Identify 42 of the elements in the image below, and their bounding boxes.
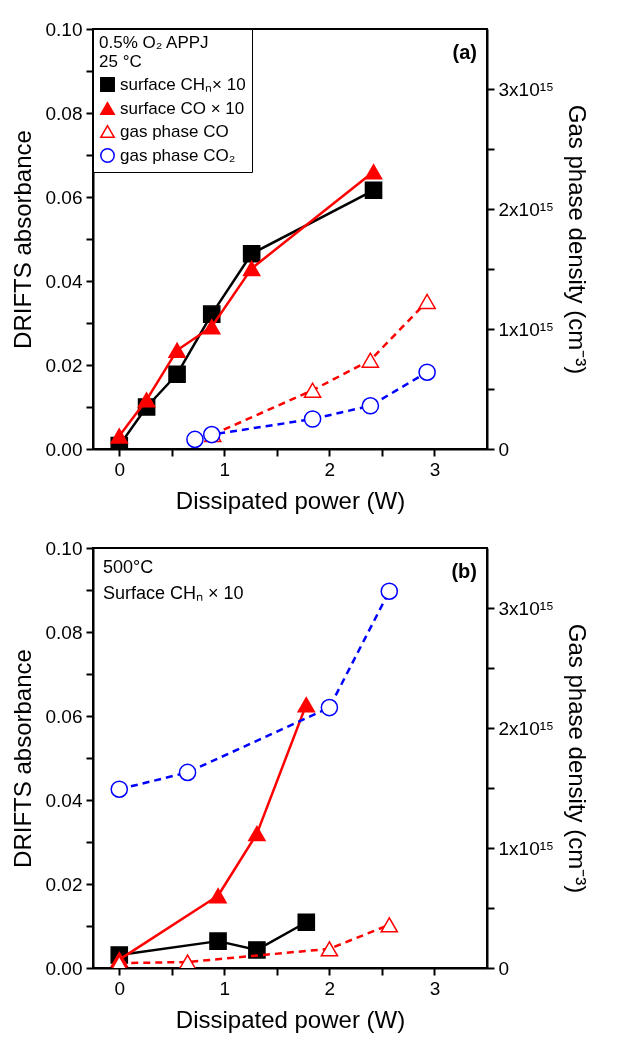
y-tick-label: 0.04 [45, 789, 83, 811]
x-tick-label: 0 [114, 458, 126, 480]
y-tick-label: 0.00 [45, 438, 83, 460]
y2-tick-label: 2x10¹⁵ [498, 717, 554, 739]
x-tick-label: 1 [219, 977, 231, 999]
y-tick-label: 0.10 [45, 537, 83, 559]
y2-tick-label: 3x10¹⁵ [498, 78, 554, 100]
y-axis-title: DRIFTS absorbance [8, 130, 36, 349]
legend-label: surface CHₙ× 10 [120, 74, 246, 94]
annotation: (a) [452, 41, 477, 63]
x-axis-title: Dissipated power (W) [175, 1005, 406, 1033]
y-tick-label: 0.10 [45, 18, 83, 40]
y2-axis-title: Gas phase density (cm⁻³) [563, 623, 591, 894]
y-tick-label: 0.08 [45, 102, 83, 124]
x-tick-label: 1 [219, 458, 231, 480]
y-axis-title: DRIFTS absorbance [8, 649, 36, 868]
annotation: 500°C [103, 557, 154, 577]
x-tick-label: 2 [324, 458, 336, 480]
x-axis-title: Dissipated power (W) [175, 486, 406, 514]
y2-tick-label: 1x10¹⁵ [498, 837, 554, 859]
y-tick-label: 0.06 [45, 186, 83, 208]
y2-tick-label: 0 [498, 438, 510, 460]
x-tick-label: 2 [324, 977, 336, 999]
y2-tick-label: 2x10¹⁵ [498, 198, 554, 220]
y2-tick-label: 1x10¹⁵ [498, 318, 554, 340]
annotation: Surface CHₙ × 10 [103, 583, 244, 603]
annotation: (b) [451, 560, 477, 582]
x-tick-label: 3 [429, 977, 441, 999]
legend-label: gas phase CO [120, 121, 229, 141]
y-tick-label: 0.08 [45, 621, 83, 643]
y2-tick-label: 0 [498, 957, 510, 979]
y-tick-label: 0.02 [45, 873, 83, 895]
y-tick-label: 0.04 [45, 270, 83, 292]
y2-tick-label: 3x10¹⁵ [498, 597, 554, 619]
y-tick-label: 0.02 [45, 354, 83, 376]
legend-label: surface CO × 10 [120, 98, 245, 118]
y-tick-label: 0.00 [45, 957, 83, 979]
legend-label: gas phase CO₂ [120, 145, 236, 165]
y2-axis-title: Gas phase density (cm⁻³) [563, 104, 591, 375]
x-tick-label: 3 [429, 458, 441, 480]
y-tick-label: 0.06 [45, 705, 83, 727]
x-tick-label: 0 [114, 977, 126, 999]
